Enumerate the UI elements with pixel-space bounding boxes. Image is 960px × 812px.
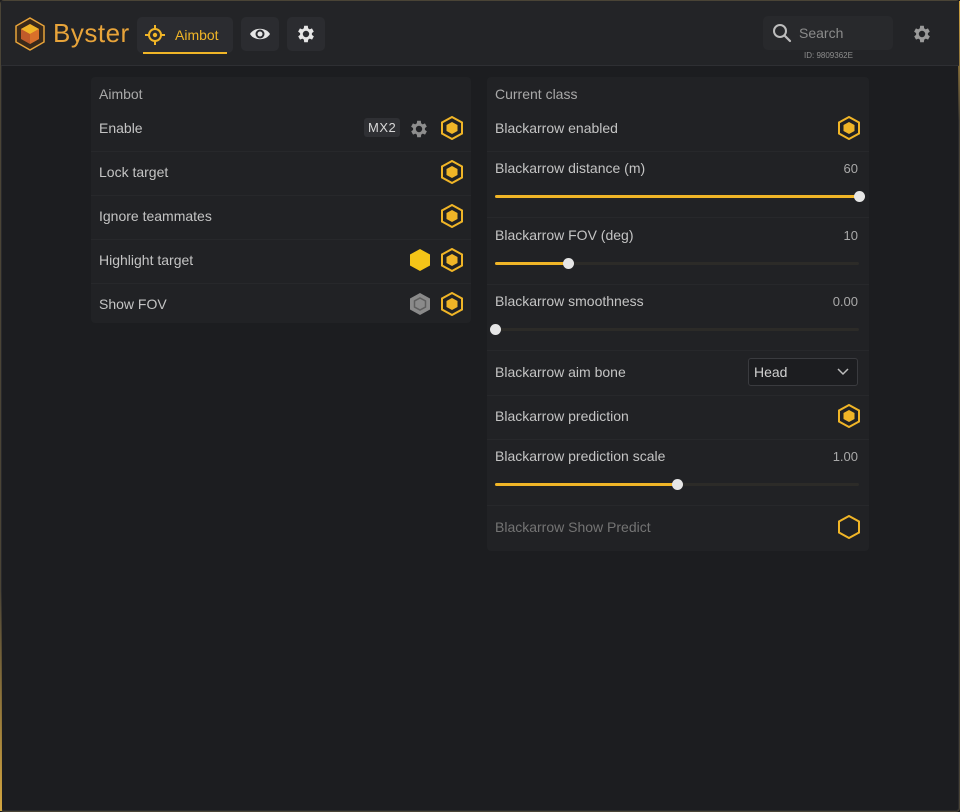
global-settings-gear-icon[interactable] [911,23,933,45]
fov-slider-thumb[interactable] [562,258,574,269]
brand-title: Byster [53,18,130,48]
byster-logo-icon [15,17,45,51]
chevron-down-icon [837,368,849,376]
ignore-teammates-label: Ignore teammates [99,208,212,224]
smoothness-value: 0.00 [832,294,858,309]
prediction-scale-slider-fill [495,483,677,486]
prediction-scale-slider[interactable] [495,479,859,490]
distance-value: 60 [843,161,858,176]
search-icon [773,24,792,43]
tab-aimbot[interactable]: Aimbot [137,17,233,54]
top-bar: Byster Aimbot [1,1,959,66]
aim-bone-label: Blackarrow aim bone [495,364,626,380]
fov-color-swatch-icon[interactable] [409,292,431,316]
eye-icon [250,28,270,40]
show-fov-label: Show FOV [99,296,167,312]
row-divider [487,350,869,351]
prediction-label: Blackarrow prediction [495,408,629,424]
distance-slider-fill [495,195,859,198]
smoothness-slider[interactable] [490,324,859,335]
fov-label: Blackarrow FOV (deg) [495,227,634,243]
row-divider [487,217,869,218]
highlight-target-toggle-hex-icon[interactable] [441,248,463,272]
row-divider [487,151,869,152]
lock-target-toggle-hex-icon[interactable] [441,160,463,184]
search-placeholder: Search [799,25,844,41]
enable-label: Enable [99,120,143,136]
show-predict-label: Blackarrow Show Predict [495,519,651,535]
active-tab-indicator [143,52,227,54]
row-divider [487,284,869,285]
enable-toggle-hex-icon[interactable] [441,116,463,140]
smoothness-label: Blackarrow smoothness [495,293,644,309]
smoothness-slider-thumb[interactable] [490,324,501,335]
fov-slider[interactable] [495,258,859,269]
aim-bone-selected-value: Head [754,364,788,380]
crosshair-icon [145,25,165,45]
blackarrow-enabled-toggle-hex-icon[interactable] [838,116,860,140]
user-id: ID: 9809362E [804,51,853,60]
prediction-toggle-hex-icon[interactable] [838,404,860,428]
ignore-teammates-toggle-hex-icon[interactable] [441,204,463,228]
fov-value: 10 [843,228,858,243]
fov-slider-fill [495,262,568,265]
highlight-color-swatch-icon[interactable] [409,248,431,272]
row-divider [487,439,869,440]
show-fov-toggle-hex-icon[interactable] [441,292,463,316]
row-divider [487,505,869,506]
row-divider [487,395,869,396]
prediction-scale-value: 1.00 [832,449,858,464]
row-divider [91,151,471,152]
tab-aimbot-label: Aimbot [175,27,219,43]
prediction-scale-label: Blackarrow prediction scale [495,448,666,464]
distance-label: Blackarrow distance (m) [495,160,646,176]
row-divider [91,239,471,240]
lock-target-label: Lock target [99,164,169,180]
row-divider [91,283,471,284]
current-class-title: Current class [495,86,578,102]
blackarrow-enabled-label: Blackarrow enabled [495,120,618,136]
aimbot-panel: Aimbot Enable MX2 Lock target Ignore tea… [91,77,471,323]
tab-settings[interactable] [287,17,325,51]
tab-visuals[interactable] [241,17,279,51]
search-input[interactable]: Search [763,16,893,50]
highlight-target-label: Highlight target [99,252,194,268]
aim-bone-select[interactable]: Head [748,358,858,386]
prediction-scale-slider-thumb[interactable] [672,479,683,490]
enable-settings-gear-icon[interactable] [408,118,430,140]
distance-slider[interactable] [495,191,865,202]
gear-icon [298,25,314,43]
row-divider [91,195,471,196]
enable-hotkey[interactable]: MX2 [364,118,401,137]
distance-slider-thumb[interactable] [854,191,865,202]
current-class-panel: Current class Blackarrow enabled Blackar… [487,77,869,551]
aimbot-panel-title: Aimbot [99,86,143,102]
show-predict-toggle-hex-icon[interactable] [838,515,860,539]
